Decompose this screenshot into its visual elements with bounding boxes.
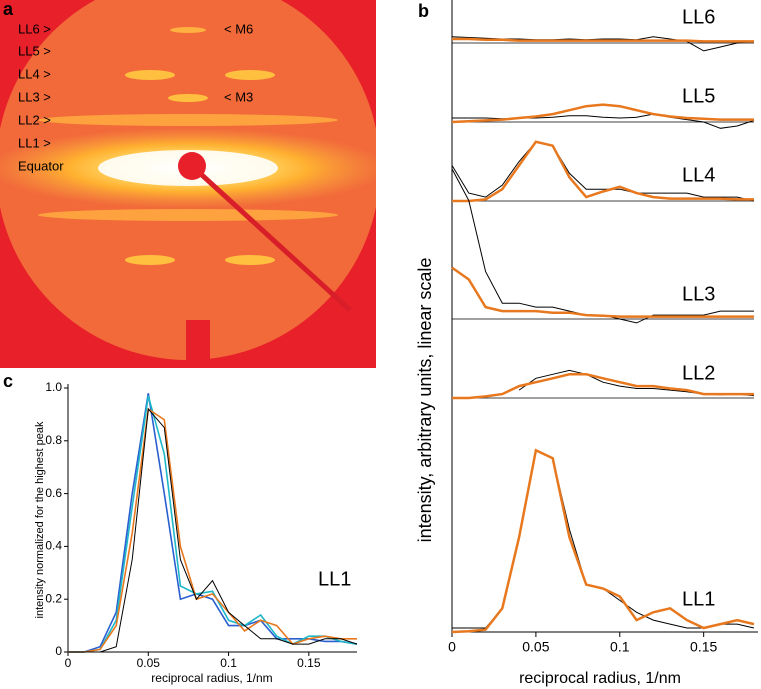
x-tick-label: 0: [65, 656, 72, 670]
profile-line: [68, 407, 357, 653]
profile-line: [452, 140, 754, 203]
panel-label: a: [3, 0, 14, 19]
row-label: LL4: [682, 164, 715, 186]
x-tick-label: 0.1: [610, 639, 630, 655]
x-axis-label: reciprocal radius, 1/nm: [151, 671, 272, 685]
x-tick-label: 0.1: [220, 656, 237, 670]
y-axis-label: intensity normalized for the highest pea…: [34, 421, 46, 618]
y-tick-label: 0.8: [45, 433, 62, 447]
profile-line: [451, 103, 754, 124]
x-tick-label: 0.15: [690, 639, 717, 655]
panel-label: c: [3, 371, 13, 391]
layer-line-label: LL3 >: [18, 89, 51, 104]
x-tick-label: 0.05: [137, 656, 161, 670]
x-tick-label: 0.05: [522, 639, 549, 655]
layer-line-label: LL6 >: [18, 21, 51, 36]
profile-line: [68, 393, 358, 653]
profile-line: [68, 395, 358, 653]
y-tick-label: 0.2: [45, 591, 62, 605]
profile-line: [452, 37, 754, 43]
y-axis-label: intensity, arbitrary units, linear scale: [415, 258, 435, 543]
y-tick-label: 0.4: [45, 539, 62, 553]
layer-line-label: Equator: [18, 158, 64, 173]
x-tick-label: 0.15: [297, 656, 321, 670]
profile-line: [451, 448, 755, 634]
profile-line: [452, 113, 755, 129]
meridional-label: < M3: [224, 89, 253, 104]
x-tick-label: 0: [448, 639, 456, 655]
annotation: LL1: [318, 568, 351, 590]
panel-label: b: [418, 1, 429, 21]
profile-line: [451, 141, 755, 202]
profile-line: [518, 369, 755, 397]
diffraction-image: [0, 0, 376, 368]
row-label: LL3: [682, 283, 715, 305]
meridional-label: < M6: [224, 21, 253, 36]
layer-line-label: LL1 >: [18, 135, 51, 150]
layer-line-label: LL4 >: [18, 66, 51, 81]
layer-line-label: LL5 >: [18, 43, 51, 58]
profile-line: [68, 407, 358, 653]
layer-line-label: LL2 >: [18, 112, 51, 127]
x-axis-label: reciprocal radius, 1/nm: [519, 670, 681, 687]
row-label: LL6: [682, 6, 715, 28]
y-tick-label: 0: [55, 644, 62, 658]
profile-line: [452, 373, 754, 400]
y-tick-label: 1.0: [45, 380, 62, 394]
profile-line: [451, 266, 754, 318]
row-label: LL2: [682, 362, 715, 384]
row-label: LL1: [682, 588, 715, 610]
y-tick-label: 0.6: [45, 486, 62, 500]
row-label: LL5: [682, 85, 715, 107]
